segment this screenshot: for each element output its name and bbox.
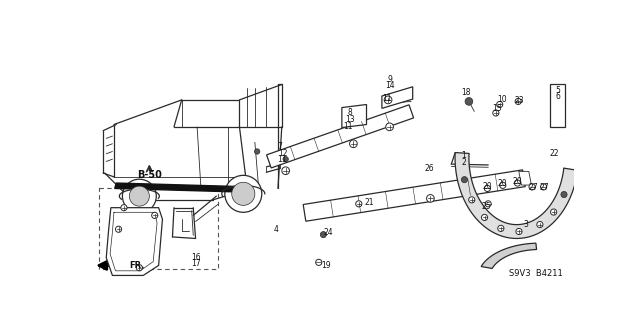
Text: 11: 11 xyxy=(277,155,287,164)
Text: 19: 19 xyxy=(322,261,332,270)
Text: 13: 13 xyxy=(346,115,355,124)
Circle shape xyxy=(515,180,520,186)
Polygon shape xyxy=(115,183,251,192)
Circle shape xyxy=(485,201,492,207)
Text: 9: 9 xyxy=(388,75,393,84)
Circle shape xyxy=(561,191,567,197)
Text: 17: 17 xyxy=(191,259,200,268)
Text: 16: 16 xyxy=(191,253,200,262)
Circle shape xyxy=(232,182,255,205)
Text: B-50: B-50 xyxy=(137,170,162,180)
Text: 12: 12 xyxy=(278,149,288,158)
Text: 23: 23 xyxy=(515,96,525,105)
Circle shape xyxy=(152,212,158,219)
Circle shape xyxy=(461,177,468,183)
Text: 10: 10 xyxy=(497,95,507,104)
Circle shape xyxy=(255,149,260,154)
Polygon shape xyxy=(550,85,565,127)
Text: 22: 22 xyxy=(550,149,559,158)
Text: 20: 20 xyxy=(483,182,492,191)
Circle shape xyxy=(122,179,156,213)
Text: 15: 15 xyxy=(493,104,502,113)
Text: 27: 27 xyxy=(528,183,538,192)
Circle shape xyxy=(316,259,322,265)
Circle shape xyxy=(384,96,392,104)
Text: 8: 8 xyxy=(348,108,353,117)
Circle shape xyxy=(136,265,143,271)
Circle shape xyxy=(465,98,473,105)
Polygon shape xyxy=(382,87,413,108)
Circle shape xyxy=(115,226,122,232)
Text: 7: 7 xyxy=(278,142,283,151)
Text: FR.: FR. xyxy=(129,261,145,270)
Circle shape xyxy=(550,209,557,215)
Circle shape xyxy=(349,140,357,148)
Circle shape xyxy=(516,228,522,234)
Circle shape xyxy=(283,157,289,162)
Polygon shape xyxy=(455,152,577,239)
Text: 5: 5 xyxy=(556,86,561,95)
Text: 11: 11 xyxy=(343,122,353,130)
Text: 27: 27 xyxy=(540,183,549,192)
Text: 20: 20 xyxy=(498,179,508,188)
Text: S9V3  B4211: S9V3 B4211 xyxy=(509,269,563,278)
Circle shape xyxy=(426,195,435,202)
Circle shape xyxy=(386,123,394,131)
Circle shape xyxy=(481,214,488,220)
Circle shape xyxy=(529,184,535,190)
Circle shape xyxy=(537,221,543,228)
Circle shape xyxy=(320,232,326,238)
Circle shape xyxy=(282,167,289,174)
Polygon shape xyxy=(267,105,413,168)
Text: 1: 1 xyxy=(461,151,466,160)
Polygon shape xyxy=(342,105,367,128)
Circle shape xyxy=(225,175,262,212)
Polygon shape xyxy=(481,243,536,269)
Text: 18: 18 xyxy=(461,88,470,97)
Text: 2: 2 xyxy=(461,158,466,167)
Circle shape xyxy=(498,225,504,232)
Text: 6: 6 xyxy=(556,92,561,101)
Polygon shape xyxy=(106,208,163,275)
Circle shape xyxy=(121,204,127,211)
Text: 24: 24 xyxy=(323,228,333,237)
Circle shape xyxy=(541,184,547,190)
Polygon shape xyxy=(303,170,525,221)
Circle shape xyxy=(497,101,503,108)
Text: 26: 26 xyxy=(425,164,435,173)
Text: 3: 3 xyxy=(524,220,529,229)
Circle shape xyxy=(493,110,499,116)
Circle shape xyxy=(129,186,149,206)
Circle shape xyxy=(500,182,506,189)
Text: 25: 25 xyxy=(482,202,492,211)
Bar xyxy=(99,189,218,269)
Text: 20: 20 xyxy=(513,177,522,186)
Polygon shape xyxy=(519,171,531,185)
Text: 14: 14 xyxy=(385,81,395,90)
Text: 21: 21 xyxy=(365,198,374,207)
Text: 4: 4 xyxy=(274,225,279,234)
Circle shape xyxy=(484,185,490,191)
Circle shape xyxy=(356,201,362,207)
Circle shape xyxy=(515,98,521,105)
Circle shape xyxy=(468,197,475,203)
Text: 11: 11 xyxy=(382,94,391,103)
